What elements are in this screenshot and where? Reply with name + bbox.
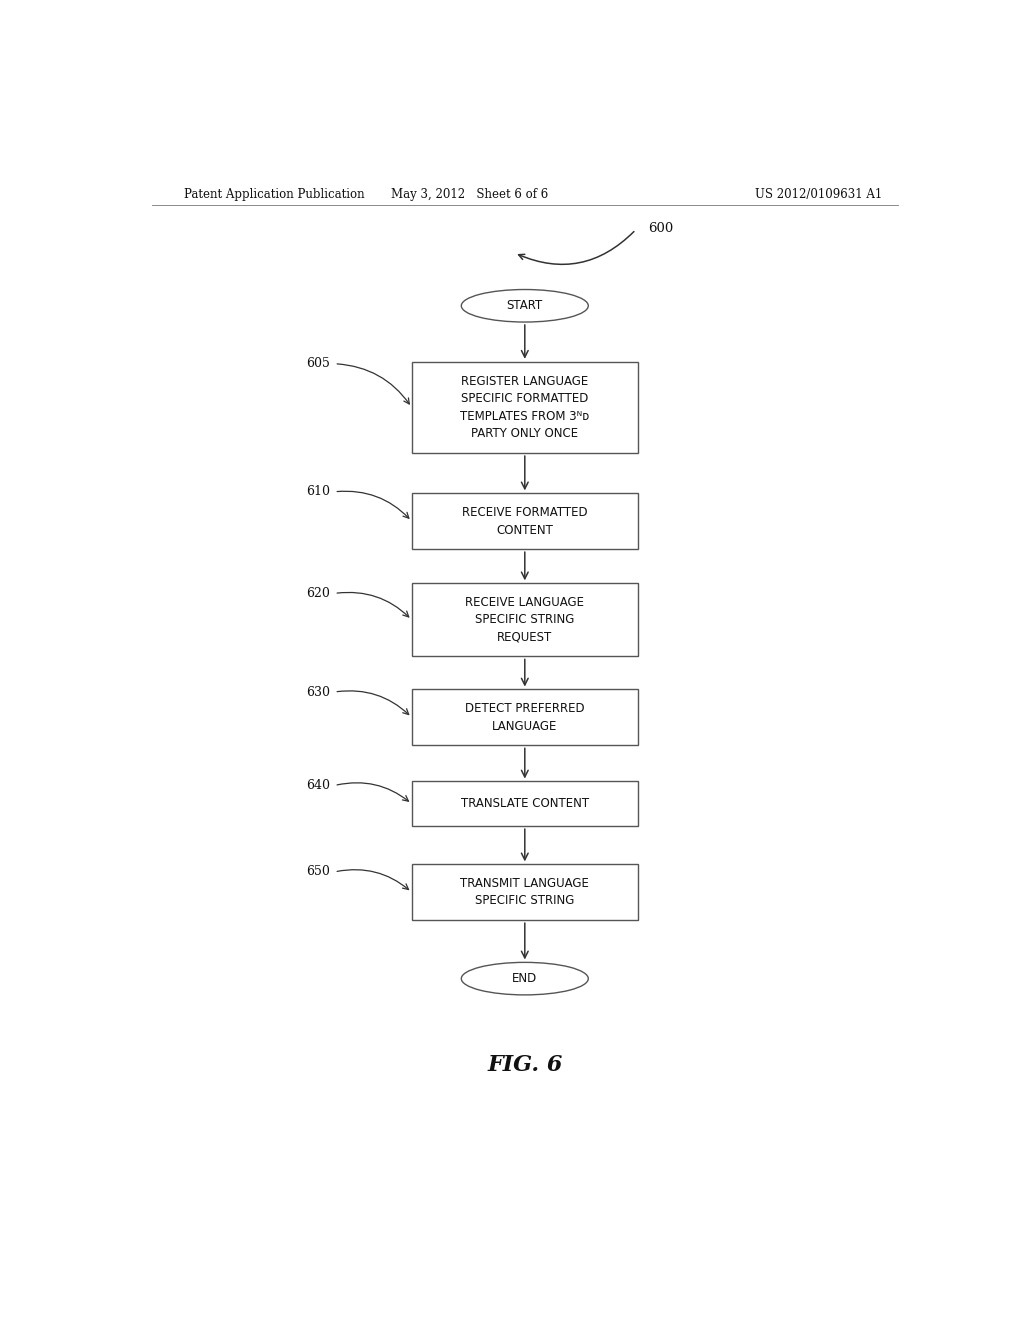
- Ellipse shape: [461, 289, 588, 322]
- Text: DETECT PREFERRED
LANGUAGE: DETECT PREFERRED LANGUAGE: [465, 702, 585, 733]
- FancyBboxPatch shape: [412, 689, 638, 746]
- Text: TRANSLATE CONTENT: TRANSLATE CONTENT: [461, 797, 589, 810]
- FancyBboxPatch shape: [412, 865, 638, 920]
- Text: May 3, 2012   Sheet 6 of 6: May 3, 2012 Sheet 6 of 6: [390, 189, 548, 202]
- FancyBboxPatch shape: [412, 583, 638, 656]
- FancyBboxPatch shape: [412, 494, 638, 549]
- Text: 610: 610: [306, 486, 331, 498]
- Text: END: END: [512, 972, 538, 985]
- Text: 620: 620: [306, 587, 331, 599]
- Ellipse shape: [461, 962, 588, 995]
- FancyBboxPatch shape: [412, 781, 638, 826]
- Text: RECEIVE LANGUAGE
SPECIFIC STRING
REQUEST: RECEIVE LANGUAGE SPECIFIC STRING REQUEST: [465, 595, 585, 644]
- Text: REGISTER LANGUAGE
SPECIFIC FORMATTED
TEMPLATES FROM 3ᴺᴅ
PARTY ONLY ONCE: REGISTER LANGUAGE SPECIFIC FORMATTED TEM…: [460, 375, 590, 440]
- FancyBboxPatch shape: [412, 362, 638, 453]
- Text: US 2012/0109631 A1: US 2012/0109631 A1: [755, 189, 882, 202]
- Text: 605: 605: [306, 358, 331, 370]
- Text: 640: 640: [306, 779, 331, 792]
- Text: RECEIVE FORMATTED
CONTENT: RECEIVE FORMATTED CONTENT: [462, 506, 588, 536]
- Text: START: START: [507, 300, 543, 313]
- Text: Patent Application Publication: Patent Application Publication: [183, 189, 365, 202]
- Text: FIG. 6: FIG. 6: [487, 1055, 562, 1076]
- Text: 650: 650: [306, 866, 331, 878]
- Text: TRANSMIT LANGUAGE
SPECIFIC STRING: TRANSMIT LANGUAGE SPECIFIC STRING: [461, 876, 589, 907]
- Text: 630: 630: [306, 685, 331, 698]
- Text: 600: 600: [648, 222, 673, 235]
